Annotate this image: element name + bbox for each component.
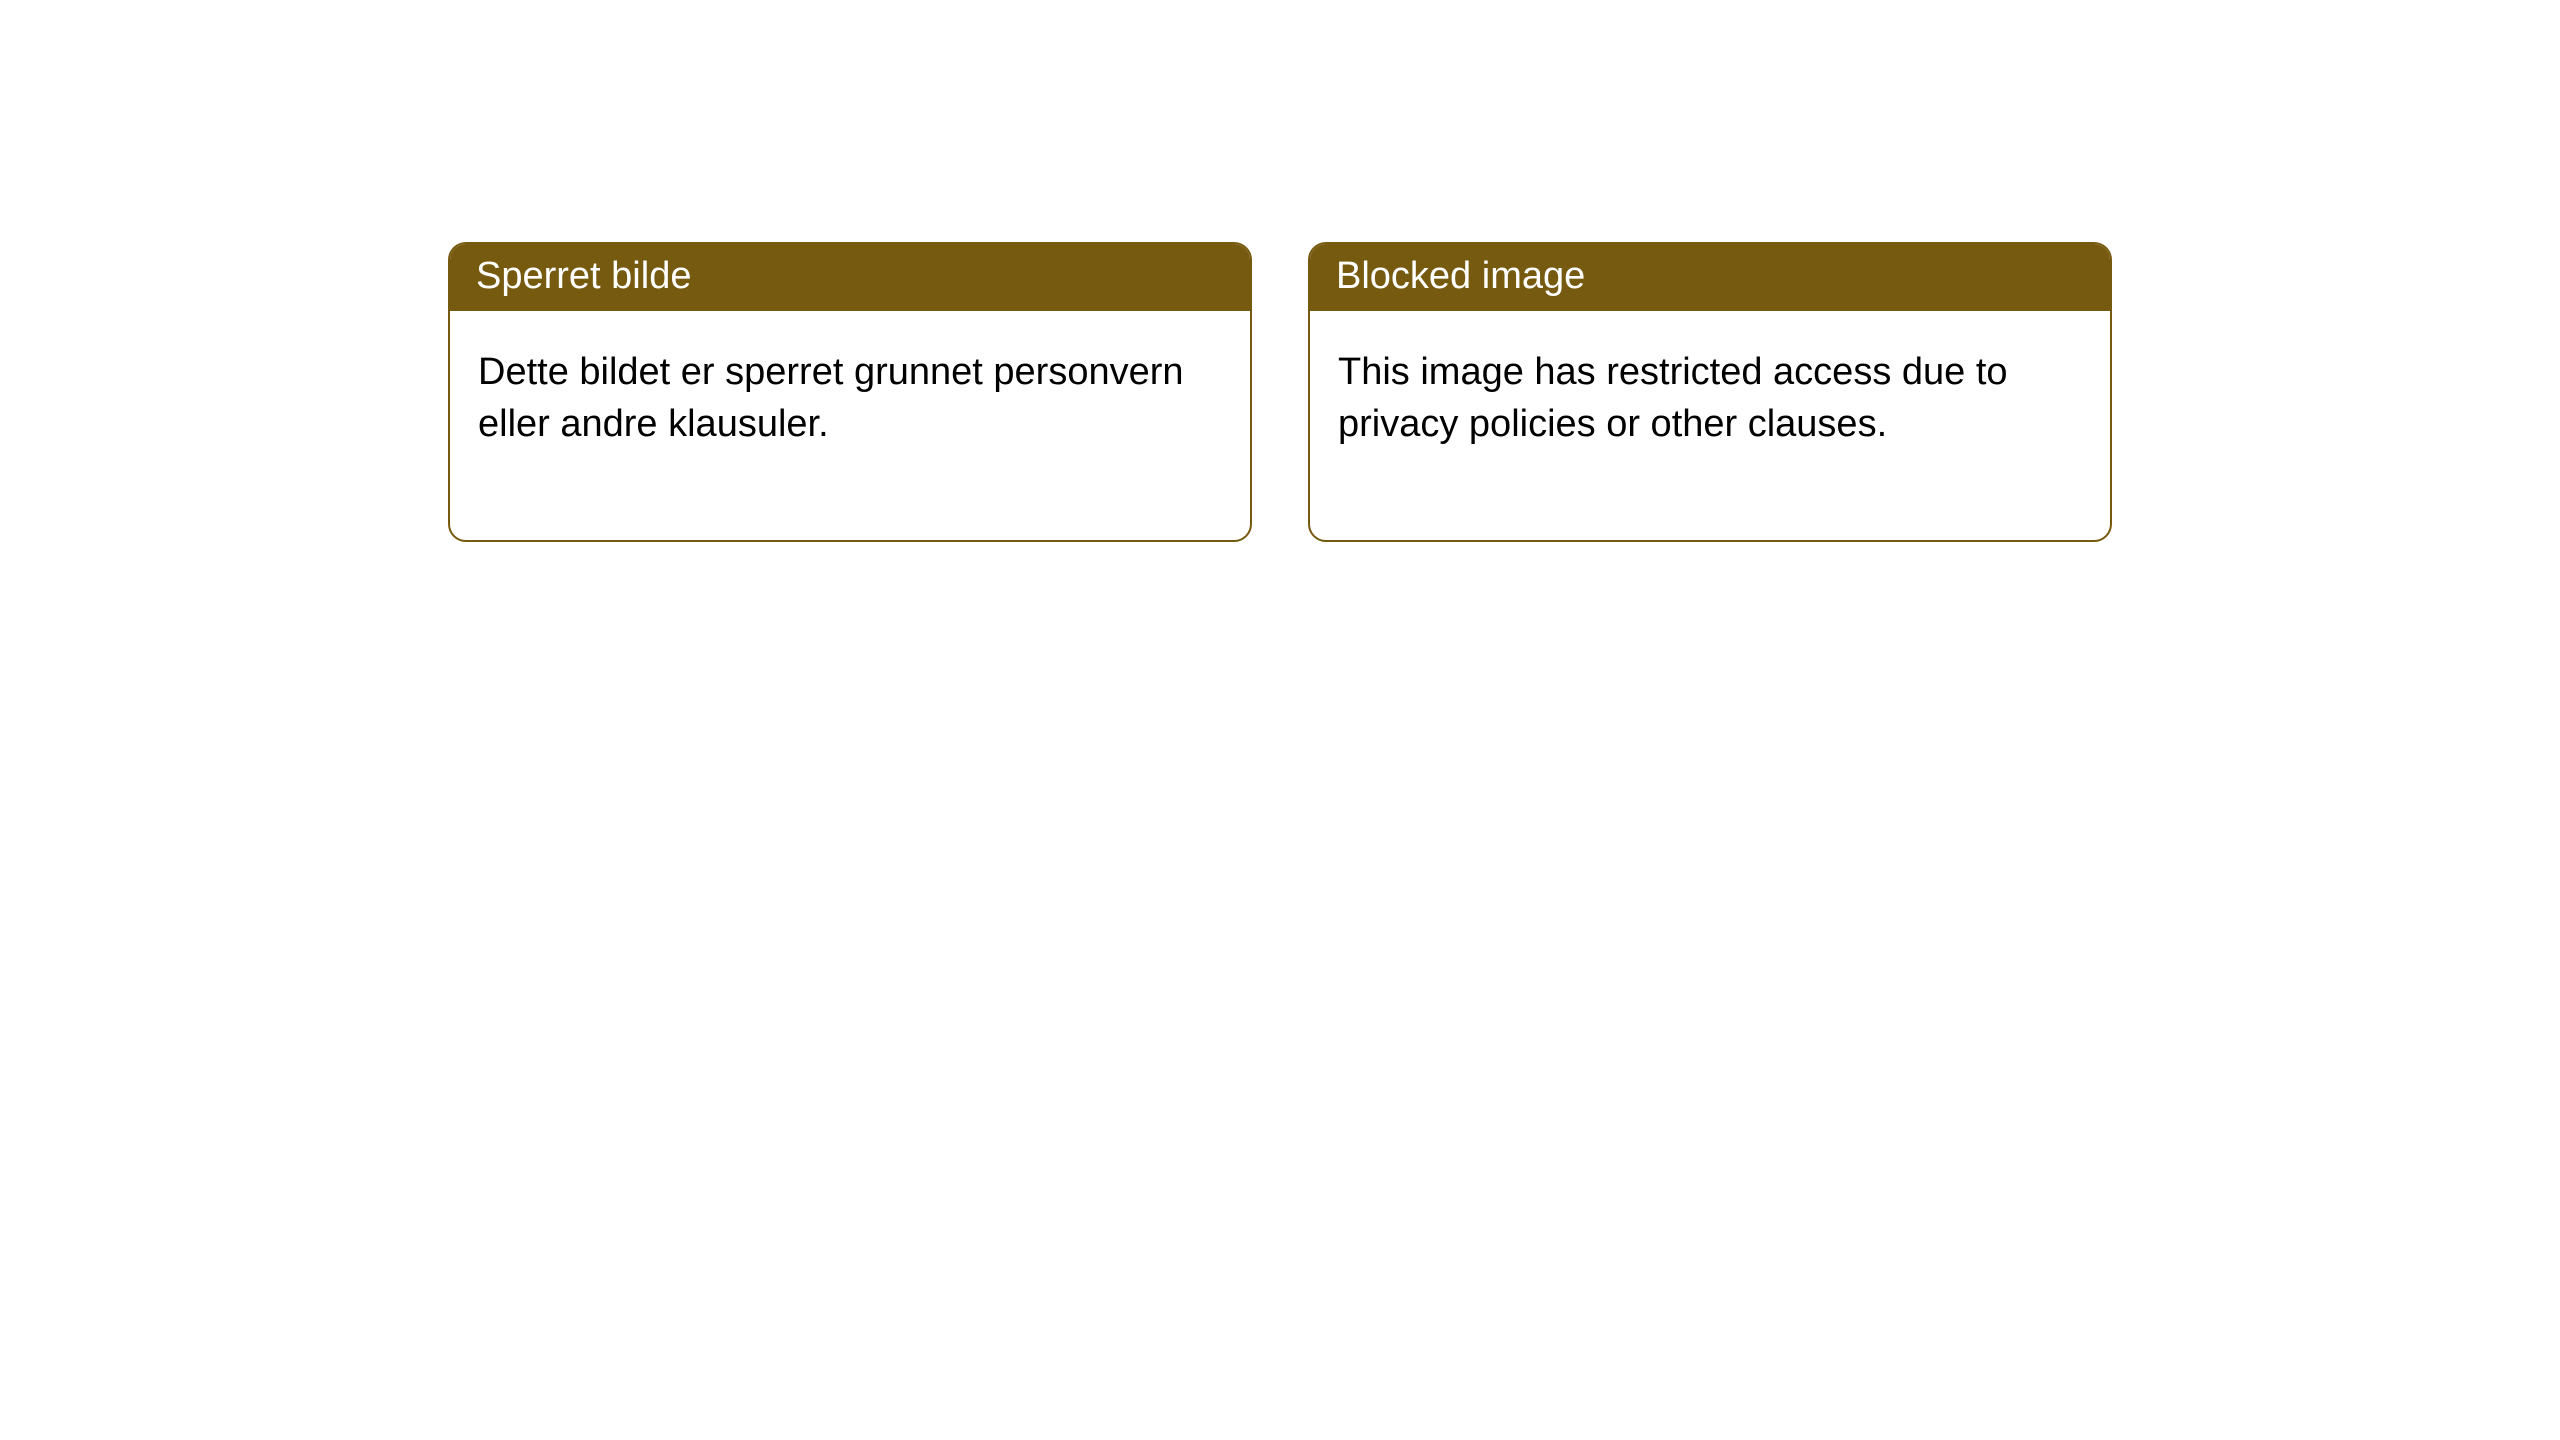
- notice-header-english: Blocked image: [1310, 244, 2110, 311]
- notice-card-english: Blocked image This image has restricted …: [1308, 242, 2112, 542]
- notice-header-norwegian: Sperret bilde: [450, 244, 1250, 311]
- notice-card-norwegian: Sperret bilde Dette bildet er sperret gr…: [448, 242, 1252, 542]
- notice-container: Sperret bilde Dette bildet er sperret gr…: [0, 0, 2560, 542]
- notice-body-english: This image has restricted access due to …: [1310, 311, 2110, 540]
- notice-body-norwegian: Dette bildet er sperret grunnet personve…: [450, 311, 1250, 540]
